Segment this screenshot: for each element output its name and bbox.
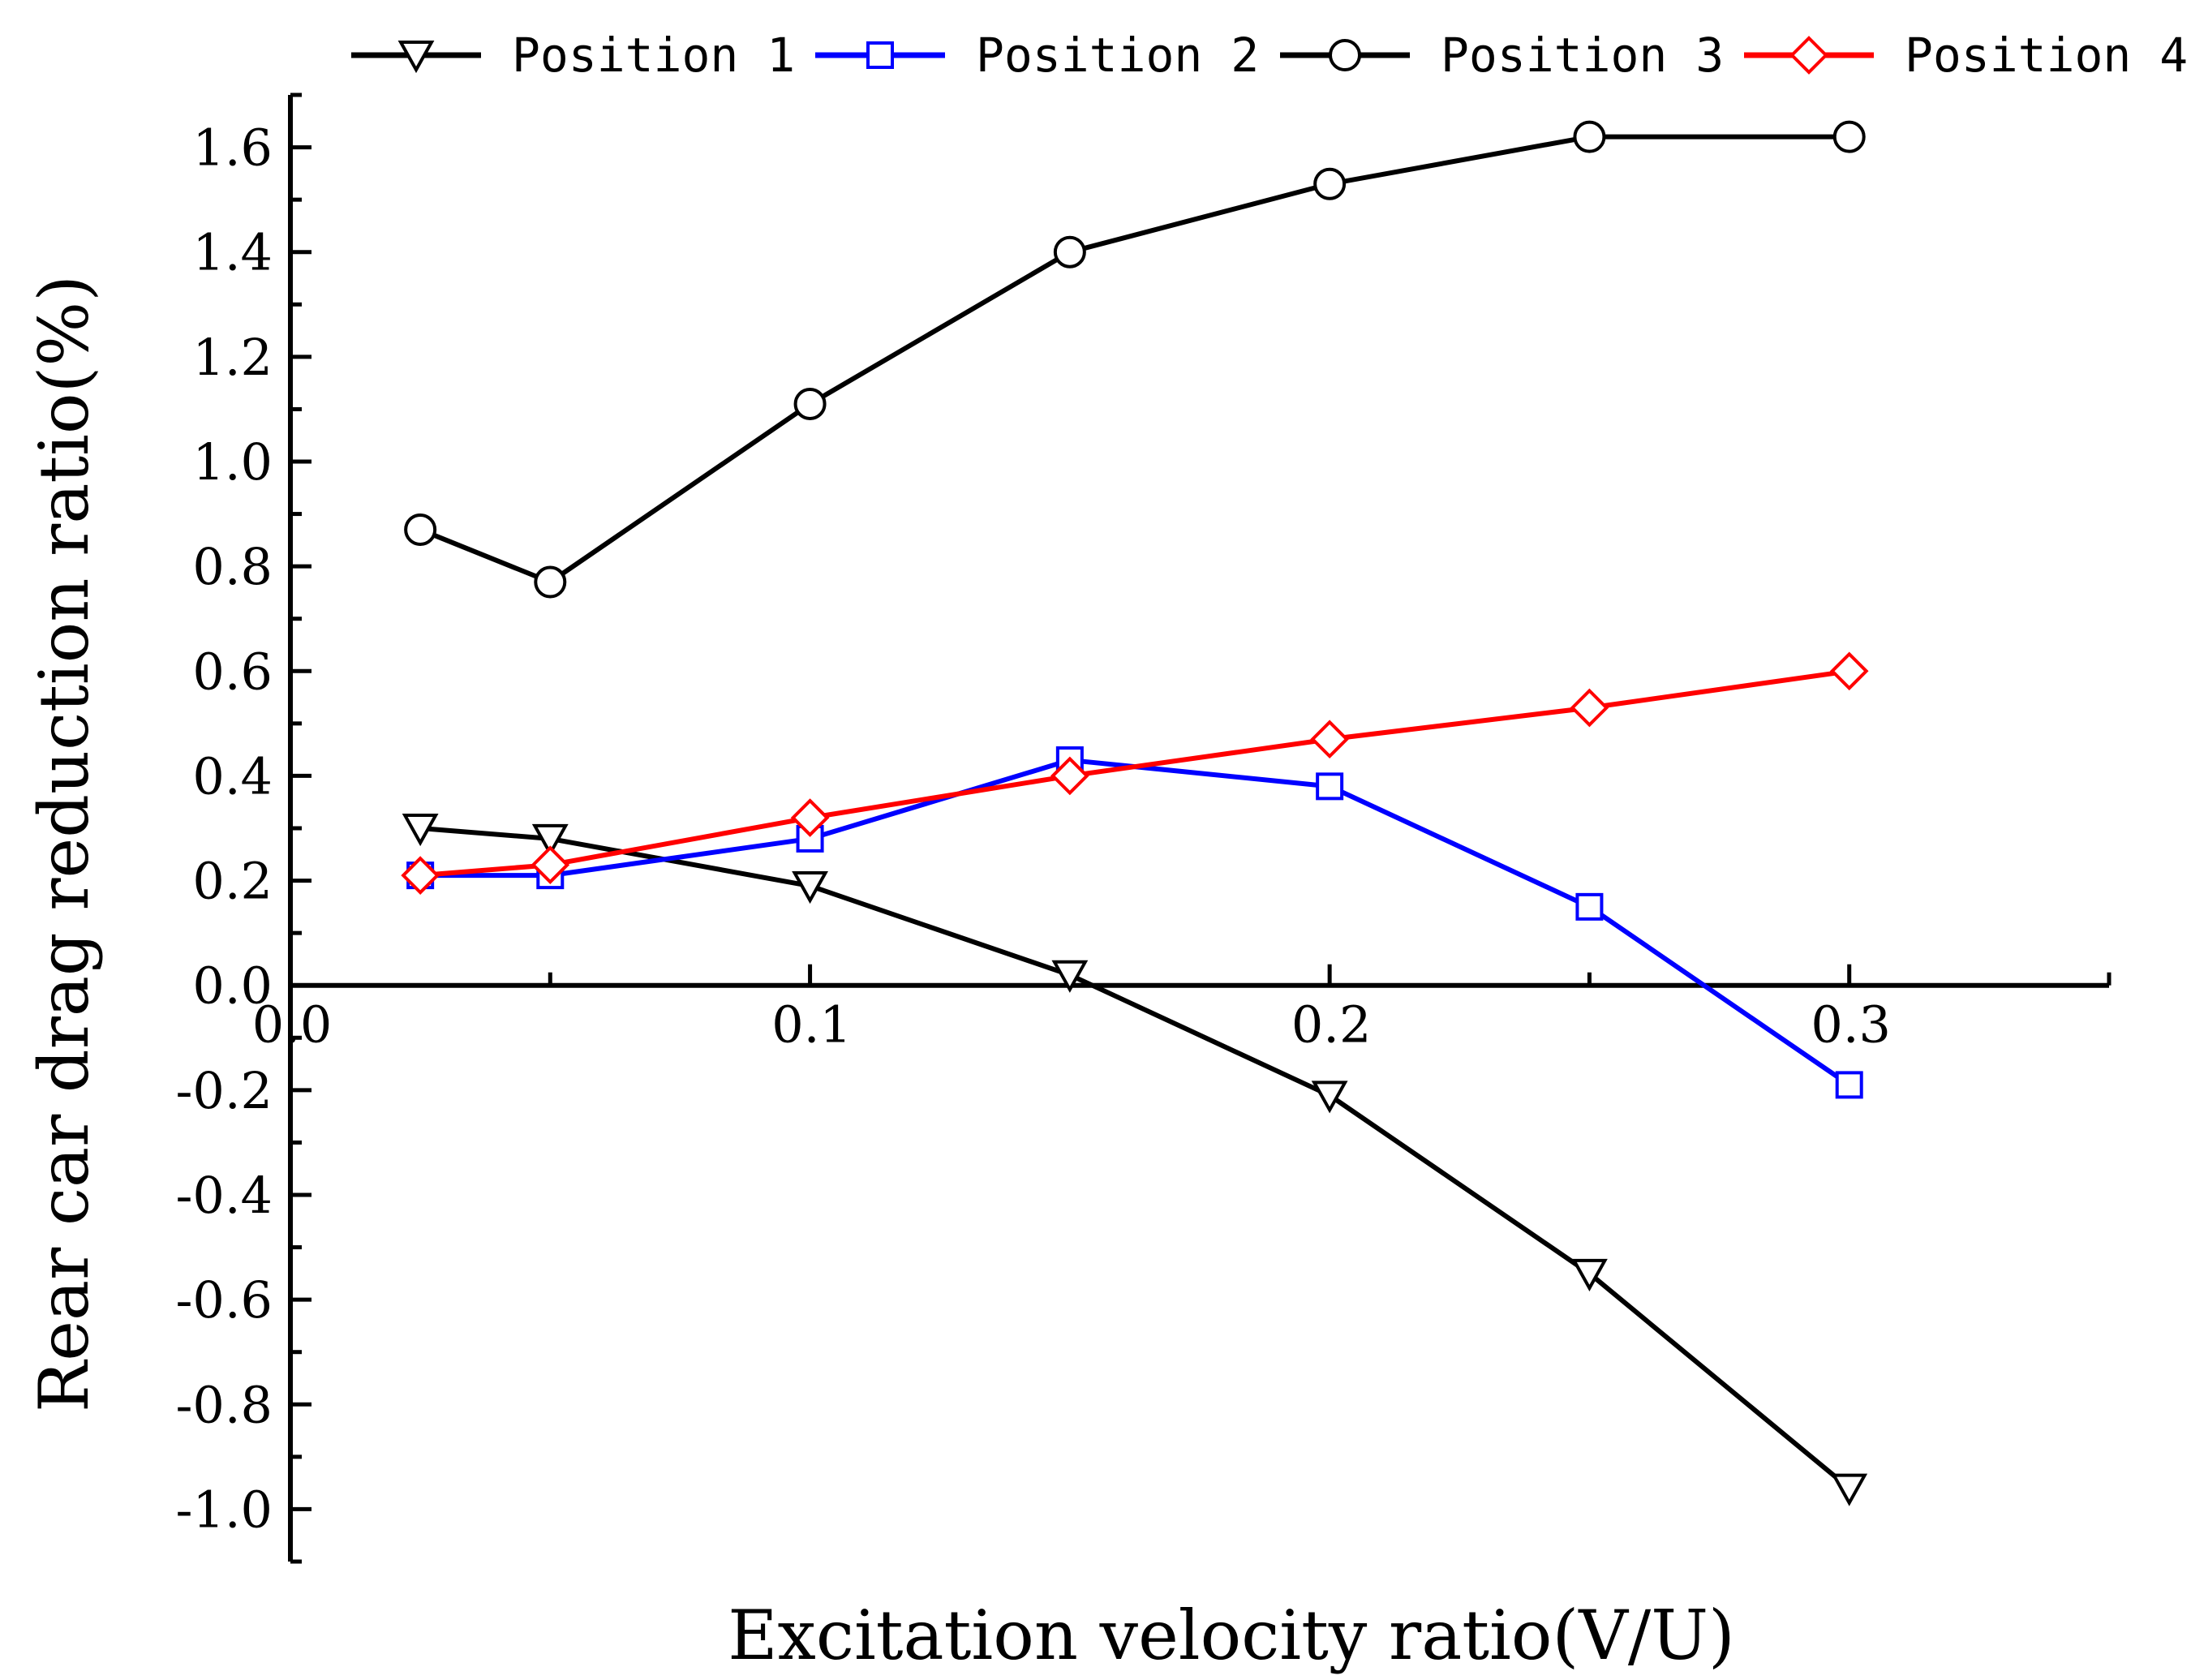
y-tick-label: 0.8 [192,537,273,596]
legend-label: Position 4 [1905,28,2188,83]
y-tick-label: 0.0 [192,956,273,1016]
x-tick-label: 0.3 [1811,995,1891,1055]
y-tick-label: 1.6 [192,118,273,178]
series-1 [402,814,1868,1506]
legend-item-4: Position 4 [1744,28,2188,83]
legend-label: Position 2 [976,28,1259,83]
x-tick-label: 0.2 [1291,995,1372,1055]
y-tick-label: -0.2 [175,1061,273,1120]
legend-item-3: Position 3 [1280,28,1724,83]
data-point [534,565,567,599]
legend-marker [1789,36,1828,75]
y-tick-label: 0.2 [192,852,273,911]
legend-label: Position 3 [1441,28,1724,83]
series-line [419,134,1849,585]
data-point [1832,120,1866,153]
y-tick-label: -0.6 [175,1270,273,1330]
data-point [1316,772,1344,801]
data-point [401,856,440,895]
data-point [1570,688,1609,728]
legend-item-2: Position 2 [815,28,1259,83]
data-point [1831,1473,1868,1506]
y-tick-label: 1.4 [192,223,273,282]
data-point [1053,235,1086,269]
y-tick-label: 0.6 [192,642,273,701]
y-tick-label: -0.4 [175,1166,273,1225]
data-point [404,513,437,546]
series-2 [406,746,1863,1099]
x-tick-label: 0.0 [252,995,333,1055]
data-point [1310,720,1349,759]
legend: Position 1 Position 2 Position 3 Position 4 [351,28,2188,83]
y-tick-label: 0.4 [192,746,273,806]
series-3 [404,120,1866,599]
x-tick-label: 0.1 [771,995,852,1055]
series-line [419,826,1851,1490]
y-tick-label: -0.8 [175,1375,273,1434]
series-line [420,758,1851,1087]
legend-marker [1329,39,1361,71]
data-point [790,798,830,837]
legend-label: Position 1 [512,28,795,83]
y-tick-label: 1.0 [192,432,273,492]
data-point [402,814,439,847]
data-point [1573,120,1606,153]
data-point [1571,1258,1608,1291]
axes: 1.6 1.4 1.2 1.0 0.8 0.6 0.4 0.2 0.0 -0.2 -0.4 -0.6 -… [175,92,2112,1564]
y-tick-label: 1.2 [192,328,273,387]
y-axis-title: Rear car drag reduction ratio(%) [24,275,104,1412]
data-point [531,845,570,885]
data-point [792,871,828,904]
y-tick-label: -1.0 [175,1480,273,1539]
data-point [1050,756,1089,796]
data-point [531,823,569,857]
data-point [1835,1071,1863,1099]
legend-marker [866,41,894,69]
legend-item-1: Position 1 [351,28,795,83]
data-point [1313,167,1347,200]
series-line [419,668,1850,879]
data-point [1311,1081,1348,1114]
series-layer [401,120,1869,1506]
legend-marker [397,41,435,74]
x-axis-title: Excitation velocity ratio(V/U) [728,1596,1735,1675]
data-point [1575,892,1604,921]
data-point [1829,651,1869,691]
data-point [1051,960,1089,993]
data-point [793,387,827,420]
series-4 [401,651,1869,895]
